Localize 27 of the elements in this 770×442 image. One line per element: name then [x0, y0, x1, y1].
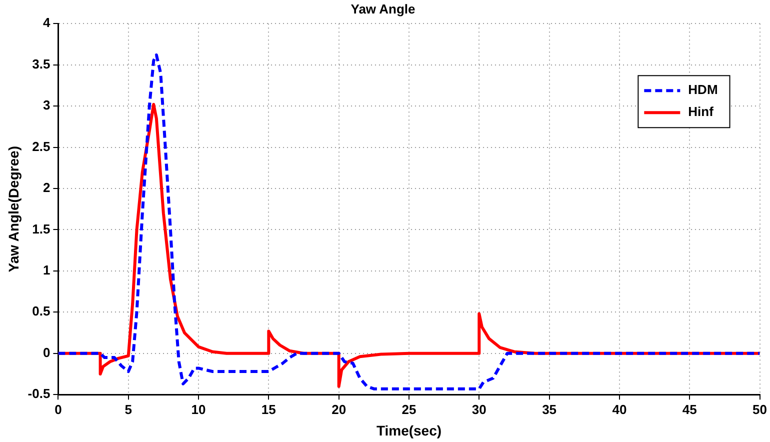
x-tick-label: 15 — [261, 402, 276, 417]
y-tick-label: 2 — [42, 180, 50, 196]
y-tick-label: 0 — [42, 344, 50, 360]
line-series — [58, 53, 760, 390]
x-axis-title: Time(sec) — [376, 422, 442, 438]
x-tick-label: 0 — [54, 402, 62, 417]
chart-title: Yaw Angle — [350, 1, 416, 16]
y-tick-label: 2.5 — [32, 138, 50, 154]
y-tick-label: 3.5 — [32, 56, 50, 72]
x-tick-label: 50 — [752, 402, 768, 417]
x-tick-label: 20 — [332, 402, 346, 417]
x-tick-label: 40 — [612, 402, 627, 417]
x-tick-label: 45 — [682, 402, 697, 417]
y-axis-title: Yaw Angle(Degree) — [5, 146, 22, 272]
y-tick-label: 3 — [42, 98, 50, 113]
legend-label: Hinf — [688, 104, 714, 120]
x-tick-label: 10 — [191, 402, 206, 417]
y-tick-label: 4 — [42, 15, 51, 30]
x-tick-label: 35 — [542, 402, 557, 417]
x-tick-label: 25 — [402, 402, 416, 417]
legend-label: HDM — [688, 82, 718, 98]
y-tick-label: -0.5 — [28, 386, 50, 402]
y-tick-label: 0.5 — [32, 304, 50, 319]
y-tick-label: 1 — [42, 262, 50, 278]
x-tick-label: 5 — [124, 402, 132, 417]
y-tick-label: 1.5 — [32, 221, 50, 236]
x-tick-label: 30 — [472, 402, 486, 417]
